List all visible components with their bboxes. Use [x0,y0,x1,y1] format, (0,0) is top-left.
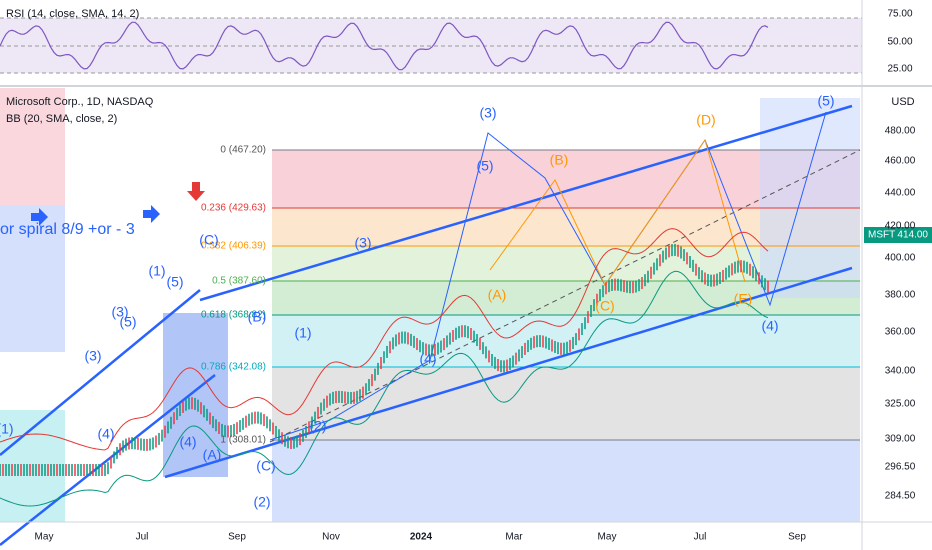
wave-label: (2) [309,418,326,434]
price-axis-label: 340.00 [885,366,916,377]
wave-label: (1) [0,421,14,437]
wave-label: (5) [476,158,493,174]
annotation: or spiral 8/9 +or - 3 [0,221,135,238]
wave-label: (C) [256,458,275,474]
wave-label: (4) [97,426,114,442]
arrow-icon [31,208,48,226]
wave-label: (4) [761,318,778,334]
rsi-axis-label: 50.00 [887,37,912,48]
wave-label: (4) [179,434,196,450]
fib-zone [272,367,860,440]
price-tag-symbol: MSFT [868,230,895,241]
fib-zone [272,440,860,522]
fib-label: 0.786 (342.08) [201,362,266,373]
time-axis-label: May [598,532,617,543]
price-axis-label: 309.00 [885,434,916,445]
channel-line [0,374,216,546]
wave-label: (A) [488,287,507,303]
price-axis-label: 480.00 [885,126,916,137]
wave-label: (E) [734,291,753,307]
price-tag [864,227,932,243]
price-tag-price: 414.00 [897,230,928,241]
price-axis-label: 325.00 [885,399,916,410]
rsi-legend: RSI (14, close, SMA, 14, 2) [6,8,139,20]
fib-label: 0.5 (387.60) [212,276,266,287]
wave-label: (B) [248,309,267,325]
price-axis-label: 296.50 [885,462,916,473]
wave-label: (A) [203,447,222,463]
time-axis-label: Jul [136,532,149,543]
rsi-axis-label: 25.00 [887,64,912,75]
channel-line [199,104,853,302]
mid-line [269,149,861,443]
time-axis-label: Sep [788,532,806,543]
time-axis-label: Nov [322,532,340,543]
rsi-axis-label: 75.00 [887,9,912,20]
rsi-line [0,21,769,71]
price-axis-label: 460.00 [885,156,916,167]
wave-label: (3) [354,235,371,251]
price-axis-label: 420.00 [885,221,916,232]
wave-label: (3) [111,304,128,320]
price-axis-label: 284.50 [885,491,916,502]
time-axis-label: Jul [694,532,707,543]
wave-label: (D) [696,112,715,128]
box [0,88,65,205]
wave-label: (5) [119,314,136,330]
wave-path [489,138,746,286]
wave-path [269,111,827,441]
fib-label: 0.618 (368.82) [201,310,266,321]
box [0,205,65,352]
wave-label: (B) [550,152,569,168]
wave-label: (5) [166,274,183,290]
symbol-title: Microsoft Corp., 1D, NASDAQ [6,96,154,108]
wave-label: (2) [253,494,270,510]
fib-label: 0.382 (406.39) [201,241,266,252]
channel-line [0,289,201,456]
fib-label: 1 (308.01) [220,435,266,446]
wave-label: (4) [419,351,436,367]
wave-label: (5) [817,93,834,109]
time-axis-label: 2024 [410,532,433,543]
time-axis-label: May [35,532,54,543]
price-axis-label: 400.00 [885,253,916,264]
indicator-legend: BB (20, SMA, close, 2) [6,113,117,125]
bb-lower [0,270,769,507]
arrow-icon [143,205,160,223]
bb-upper [0,228,769,451]
channel-line [164,266,853,479]
wave-label: (1) [148,263,165,279]
wave-label: (1) [294,325,311,341]
price-axis-label: 360.00 [885,327,916,338]
fib-label: 0.236 (429.63) [201,203,266,214]
price-axis-label: 440.00 [885,188,916,199]
wave-label: (C) [595,298,614,314]
wave-label: (3) [479,105,496,121]
time-axis-label: Sep [228,532,246,543]
arrow-icon [187,182,205,201]
fib-label: 0 (467.20) [220,145,266,156]
wave-label: (C) [199,232,218,248]
wave-label: (3) [84,348,101,364]
price-axis-label: 380.00 [885,290,916,301]
box [760,98,860,298]
currency: USD [891,96,914,108]
time-axis-label: Mar [505,532,523,543]
